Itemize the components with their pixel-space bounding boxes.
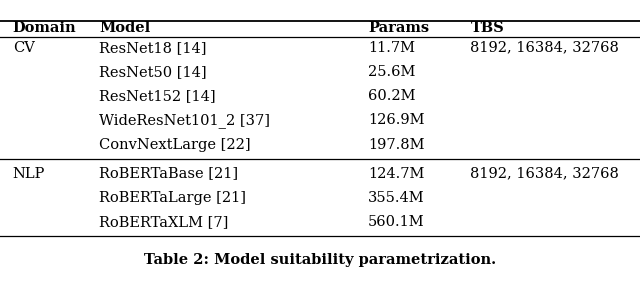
Text: RoBERTaBase [21]: RoBERTaBase [21] xyxy=(99,167,238,181)
Text: ResNet50 [14]: ResNet50 [14] xyxy=(99,65,207,79)
Text: 126.9M: 126.9M xyxy=(368,113,424,127)
Text: Params: Params xyxy=(368,21,429,35)
Text: 11.7M: 11.7M xyxy=(368,41,415,55)
Text: 355.4M: 355.4M xyxy=(368,191,424,205)
Text: RoBERTaXLM [7]: RoBERTaXLM [7] xyxy=(99,215,228,229)
Text: 60.2M: 60.2M xyxy=(368,89,415,103)
Text: WideResNet101_2 [37]: WideResNet101_2 [37] xyxy=(99,113,270,128)
Text: ResNet152 [14]: ResNet152 [14] xyxy=(99,89,216,103)
Text: 197.8M: 197.8M xyxy=(368,137,424,152)
Text: ConvNextLarge [22]: ConvNextLarge [22] xyxy=(99,137,251,152)
Text: TBS: TBS xyxy=(470,21,504,35)
Text: Domain: Domain xyxy=(13,21,76,35)
Text: CV: CV xyxy=(13,41,35,55)
Text: ResNet18 [14]: ResNet18 [14] xyxy=(99,41,207,55)
Text: 25.6M: 25.6M xyxy=(368,65,415,79)
Text: Model: Model xyxy=(99,21,150,35)
Text: Table 2: Model suitability parametrization.: Table 2: Model suitability parametrizati… xyxy=(144,253,496,267)
Text: 8192, 16384, 32768: 8192, 16384, 32768 xyxy=(470,167,620,181)
Text: RoBERTaLarge [21]: RoBERTaLarge [21] xyxy=(99,191,246,205)
Text: 8192, 16384, 32768: 8192, 16384, 32768 xyxy=(470,41,620,55)
Text: 124.7M: 124.7M xyxy=(368,167,424,181)
Text: 560.1M: 560.1M xyxy=(368,215,424,229)
Text: NLP: NLP xyxy=(13,167,45,181)
